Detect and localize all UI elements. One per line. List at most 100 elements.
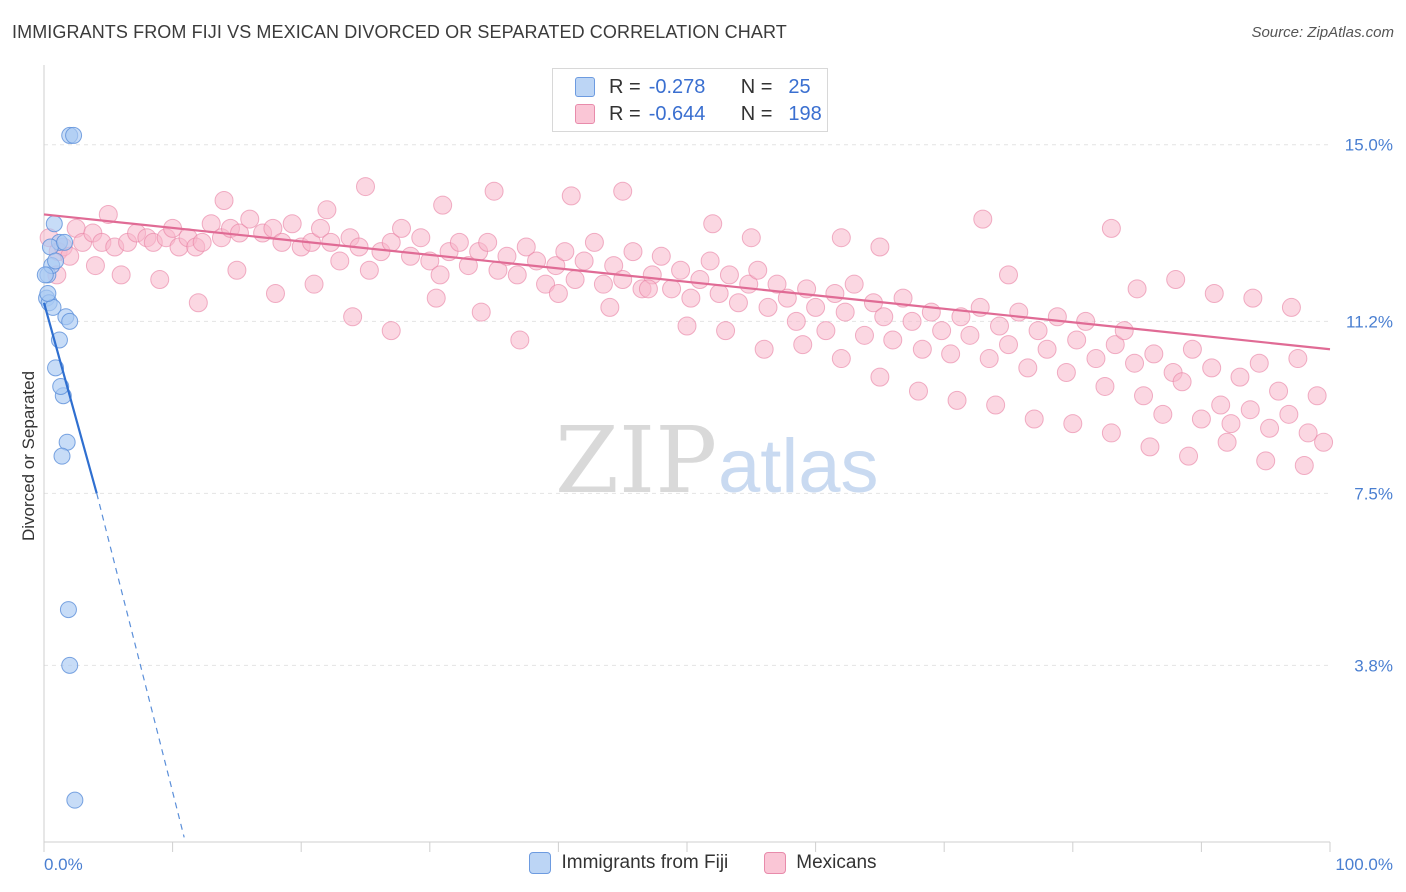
data-point-mexicans — [343, 307, 363, 327]
data-point-mexicans — [304, 274, 324, 294]
data-point-mexicans — [548, 283, 568, 303]
data-point-mexicans — [1204, 283, 1224, 303]
y-tick-label: 3.8% — [1354, 656, 1393, 675]
data-point-mexicans — [651, 246, 671, 266]
data-point-mexicans — [613, 270, 633, 290]
data-point-fiji — [56, 233, 74, 251]
data-point-mexicans — [600, 297, 620, 317]
data-point-mexicans — [1028, 321, 1048, 341]
data-point-mexicans — [188, 293, 208, 313]
data-point-mexicans — [902, 311, 922, 331]
data-point-mexicans — [947, 390, 967, 410]
data-point-mexicans — [960, 325, 980, 345]
chart-title: IMMIGRANTS FROM FIJI VS MEXICAN DIVORCED… — [12, 22, 787, 42]
data-point-mexicans — [401, 246, 421, 266]
data-point-mexicans — [1211, 395, 1231, 415]
correlation-legend: R = -0.278 N = 25 R = -0.644 N = 198 — [552, 68, 828, 132]
data-point-mexicans — [758, 297, 778, 317]
data-point-mexicans — [835, 302, 855, 322]
data-point-mexicans — [555, 242, 575, 262]
data-point-mexicans — [854, 325, 874, 345]
series-fiji — [36, 126, 84, 809]
data-point-mexicans — [1140, 437, 1160, 457]
data-point-mexicans — [584, 232, 604, 252]
legend-r-label: R = — [609, 75, 641, 98]
data-point-mexicans — [874, 307, 894, 327]
y-tick-label: 7.5% — [1354, 484, 1393, 503]
data-point-mexicans — [754, 339, 774, 359]
data-point-mexicans — [883, 330, 903, 350]
data-point-fiji — [66, 791, 84, 809]
data-point-mexicans — [317, 200, 337, 220]
data-point-mexicans — [1281, 297, 1301, 317]
watermark-zip: ZIP — [555, 407, 717, 514]
legend-r-value: -0.644 — [648, 102, 706, 125]
data-point-mexicans — [786, 311, 806, 331]
data-point-mexicans — [111, 265, 131, 285]
data-point-mexicans — [989, 316, 1009, 336]
data-point-fiji — [61, 312, 79, 330]
data-point-mexicans — [741, 228, 761, 248]
data-point-mexicans — [536, 274, 556, 294]
data-point-mexicans — [1144, 344, 1164, 364]
data-point-mexicans — [671, 260, 691, 280]
data-point-mexicans — [893, 288, 913, 308]
legend-label-mexicans: Mexicans — [796, 852, 877, 873]
data-point-mexicans — [1269, 381, 1289, 401]
data-point-mexicans — [806, 297, 826, 317]
data-point-mexicans — [1298, 423, 1318, 443]
data-point-mexicans — [98, 204, 118, 224]
trend-line-fiji — [42, 302, 98, 494]
data-point-mexicans — [831, 349, 851, 369]
data-point-fiji — [36, 266, 54, 284]
data-point-mexicans — [1018, 358, 1038, 378]
data-point-mexicans — [767, 274, 787, 294]
data-point-mexicans — [85, 256, 105, 276]
data-point-mexicans — [1202, 358, 1222, 378]
data-point-mexicans — [1230, 367, 1250, 387]
data-point-mexicans — [1047, 307, 1067, 327]
data-point-mexicans — [941, 344, 961, 364]
data-point-mexicans — [1127, 279, 1147, 299]
data-point-mexicans — [793, 335, 813, 355]
data-point-mexicans — [979, 349, 999, 369]
data-point-mexicans — [1243, 288, 1263, 308]
legend-item-fiji: Immigrants from Fiji — [529, 852, 728, 874]
data-point-mexicans — [265, 283, 285, 303]
data-point-mexicans — [1191, 409, 1211, 429]
data-point-mexicans — [728, 293, 748, 313]
data-point-mexicans — [478, 232, 498, 252]
data-point-mexicans — [870, 237, 890, 257]
data-point-mexicans — [433, 195, 453, 215]
data-point-mexicans — [497, 246, 517, 266]
data-point-mexicans — [623, 242, 643, 262]
legend-swatch-mexicans — [764, 852, 787, 874]
legend-r-label: R = — [609, 102, 641, 125]
data-point-mexicans — [282, 214, 302, 234]
data-point-mexicans — [1172, 372, 1192, 392]
data-point-mexicans — [912, 339, 932, 359]
data-point-mexicans — [321, 232, 341, 252]
series-legend: Immigrants from Fiji Mexicans — [0, 852, 1406, 874]
legend-item-mexicans: Mexicans — [764, 852, 877, 874]
data-point-mexicans — [1095, 376, 1115, 396]
data-point-mexicans — [703, 214, 723, 234]
data-point-mexicans — [613, 181, 633, 201]
legend-n-value: 198 — [788, 102, 822, 125]
data-point-mexicans — [973, 209, 993, 229]
data-point-fiji — [65, 126, 83, 144]
data-point-mexicans — [471, 302, 491, 322]
data-point-mexicans — [1105, 335, 1125, 355]
data-point-mexicans — [240, 209, 260, 229]
data-point-mexicans — [356, 177, 375, 197]
data-point-mexicans — [1307, 386, 1327, 406]
data-point-mexicans — [510, 330, 530, 350]
data-point-mexicans — [1086, 349, 1106, 369]
data-point-fiji — [52, 377, 70, 395]
data-point-mexicans — [681, 288, 701, 308]
data-point-mexicans — [214, 191, 234, 211]
trend-line-mexicans — [43, 213, 1331, 351]
data-point-mexicans — [449, 232, 469, 252]
data-point-mexicans — [1179, 446, 1199, 466]
